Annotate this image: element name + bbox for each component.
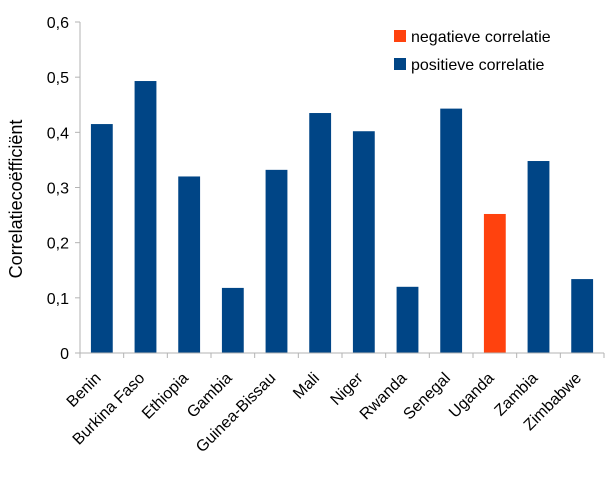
bar-senegal [440,108,463,353]
legend-swatch [394,30,406,42]
bar-guinea-bissau [265,169,288,353]
x-tick-label: Senegal [400,370,454,424]
bar-zimbabwe [571,279,594,353]
x-tick-label: Niger [328,369,368,409]
bar-mali [309,113,332,354]
y-axis: 0 0,1 0,2 0,3 0,4 0,5 0,6 [47,15,81,363]
x-tick-label: Mali [290,370,323,403]
y-tick-label: 0,3 [47,181,69,198]
bar-zambia [527,161,550,353]
legend-swatch [394,58,406,70]
y-tick-label: 0,1 [47,291,69,308]
x-tick-label: Rwanda [357,370,411,424]
bar-benin [90,124,113,353]
bar-ethiopia [178,176,201,353]
x-tick-label: Ethiopia [139,370,192,423]
y-axis-title: Correlatiecoëfficiënt [6,120,26,279]
legend-label: positieve correlatie [411,57,545,74]
bar-niger [352,131,375,353]
bar-burkina-faso [134,81,157,354]
y-tick-label: 0,2 [47,236,69,253]
x-tick-label: Uganda [446,370,498,422]
x-tick-label: Benin [64,370,105,411]
x-tick-label: Guinea-Bissau [193,370,279,456]
y-tick-label: 0,6 [47,15,69,32]
bar-rwanda [396,286,419,353]
plot-area [90,81,594,354]
y-tick-label: 0 [60,346,69,363]
bar-gambia [221,287,244,353]
y-tick-label: 0,4 [47,125,69,142]
legend: negatieve correlatie positieve correlatie [394,29,551,74]
legend-label: negatieve correlatie [411,29,551,46]
y-tick-label: 0,5 [47,70,69,87]
bar-uganda [483,213,506,353]
